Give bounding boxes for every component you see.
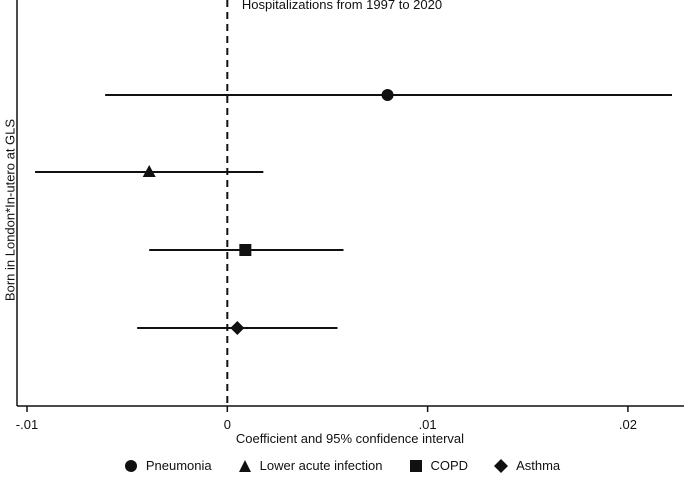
x-tick-label: -.01 bbox=[16, 417, 38, 430]
axes: -.01 0 .01 .02 bbox=[16, 0, 684, 430]
point-estimate bbox=[239, 244, 252, 256]
legend-item-pneumonia: Pneumonia bbox=[124, 458, 212, 473]
triangle-marker-icon bbox=[238, 459, 251, 472]
legend-label: Lower acute infection bbox=[259, 458, 383, 473]
point-estimate bbox=[230, 321, 245, 335]
coefficient-plot: -.01 0 .01 .02 bbox=[16, 0, 684, 430]
square-marker-icon bbox=[409, 459, 422, 472]
legend-label: COPD bbox=[430, 458, 469, 473]
x-axis-label: Coefficient and 95% confidence interval bbox=[235, 431, 465, 446]
x-tick-label: 0 bbox=[224, 417, 231, 430]
point-estimate bbox=[142, 165, 156, 177]
x-tick-label: .01 bbox=[419, 417, 437, 430]
chart-title: Hospitalizations from 1997 to 2020 bbox=[241, 0, 443, 12]
point-estimate bbox=[381, 89, 394, 101]
x-tick-label: .02 bbox=[619, 417, 637, 430]
legend-label: Asthma bbox=[516, 458, 561, 473]
diamond-marker-icon bbox=[494, 458, 509, 473]
y-axis-label: Born in London*In-utero at GLS bbox=[2, 118, 18, 302]
plot-marks bbox=[35, 89, 672, 335]
legend-item-lower-acute-infection: Lower acute infection bbox=[238, 458, 383, 473]
legend-item-asthma: Asthma bbox=[494, 458, 560, 473]
legend: Pneumonia Lower acute infection COPD Ast… bbox=[0, 458, 684, 473]
circle-marker-icon bbox=[124, 459, 137, 472]
legend-label: Pneumonia bbox=[145, 458, 212, 473]
legend-item-copd: COPD bbox=[409, 458, 469, 473]
